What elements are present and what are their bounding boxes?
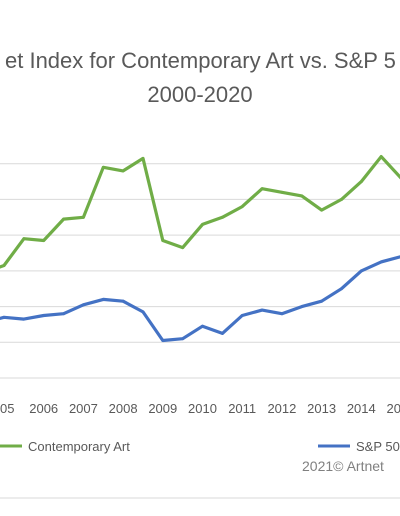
data-point-sp500: [221, 332, 224, 335]
data-point-sp500: [121, 299, 125, 303]
data-point-sp500: [359, 269, 363, 273]
series-line-contemporary-art: [0, 155, 400, 269]
data-point-sp500: [300, 305, 304, 308]
data-point-contemporary-art: [2, 264, 6, 267]
data-point-sp500: [62, 312, 65, 316]
x-tick-label: 2010: [188, 401, 217, 416]
data-point-contemporary-art: [22, 237, 26, 241]
x-tick-label: 2008: [109, 401, 138, 416]
data-point-contemporary-art: [260, 187, 264, 191]
legend: Contemporary Art S&P 50: [0, 439, 400, 454]
data-point-contemporary-art: [379, 155, 383, 159]
data-point-sp500: [101, 298, 105, 301]
data-point-contemporary-art: [201, 223, 204, 226]
data-point-sp500: [181, 337, 185, 341]
data-point-contemporary-art: [320, 208, 323, 212]
data-point-sp500: [260, 308, 264, 312]
copyright-credit: 2021© Artnet: [302, 458, 384, 474]
data-point-contemporary-art: [359, 180, 363, 184]
data-point-sp500: [280, 312, 284, 316]
data-point-sp500: [201, 324, 204, 328]
data-point-sp500: [82, 303, 85, 307]
data-point-sp500: [240, 314, 244, 317]
series-layer: [0, 155, 400, 343]
data-point-contemporary-art: [300, 194, 304, 198]
x-tick-label: 05: [0, 401, 14, 416]
series-line-sp500: [0, 255, 400, 343]
data-point-contemporary-art: [101, 165, 105, 169]
x-tick-label: 2013: [307, 401, 336, 416]
data-point-sp500: [42, 314, 46, 317]
x-tick-labels: 05 2006 2007 2008 2009 2010 2011 2012 2013 2014 20…: [0, 401, 400, 416]
data-point-sp500: [340, 287, 343, 291]
data-point-contemporary-art: [42, 239, 46, 242]
legend-label-contemporary-art: Contemporary Art: [28, 439, 130, 454]
chart-title-line-1: et Index for Contemporary Art vs. S&P 5: [5, 48, 396, 73]
x-tick-label: 2011: [228, 401, 256, 416]
data-point-contemporary-art: [62, 217, 65, 221]
x-tick-label: 2007: [69, 401, 98, 416]
data-point-contemporary-art: [141, 157, 145, 160]
data-point-sp500: [161, 339, 165, 342]
data-point-sp500: [141, 310, 145, 314]
x-tick-label: 2009: [148, 401, 177, 416]
data-point-contemporary-art: [240, 205, 244, 209]
data-point-sp500: [320, 299, 323, 303]
chart-title-line-2: 2000-2020: [147, 82, 252, 107]
data-point-contemporary-art: [221, 215, 224, 219]
legend-label-sp500: S&P 50: [356, 439, 400, 454]
data-point-sp500: [379, 260, 383, 264]
x-tick-label: 2006: [29, 401, 58, 416]
gridlines: [0, 163, 400, 343]
data-point-contemporary-art: [181, 246, 185, 250]
x-tick-label: 2015: [387, 401, 400, 416]
data-point-contemporary-art: [280, 190, 284, 194]
data-point-contemporary-art: [161, 239, 165, 242]
data-point-contemporary-art: [121, 169, 125, 173]
x-tick-label: 2014: [347, 401, 376, 416]
data-point-sp500: [22, 317, 26, 321]
data-point-sp500: [2, 315, 6, 319]
data-point-contemporary-art: [340, 198, 343, 201]
x-tick-label: 2012: [267, 401, 296, 416]
data-point-contemporary-art: [82, 215, 85, 219]
